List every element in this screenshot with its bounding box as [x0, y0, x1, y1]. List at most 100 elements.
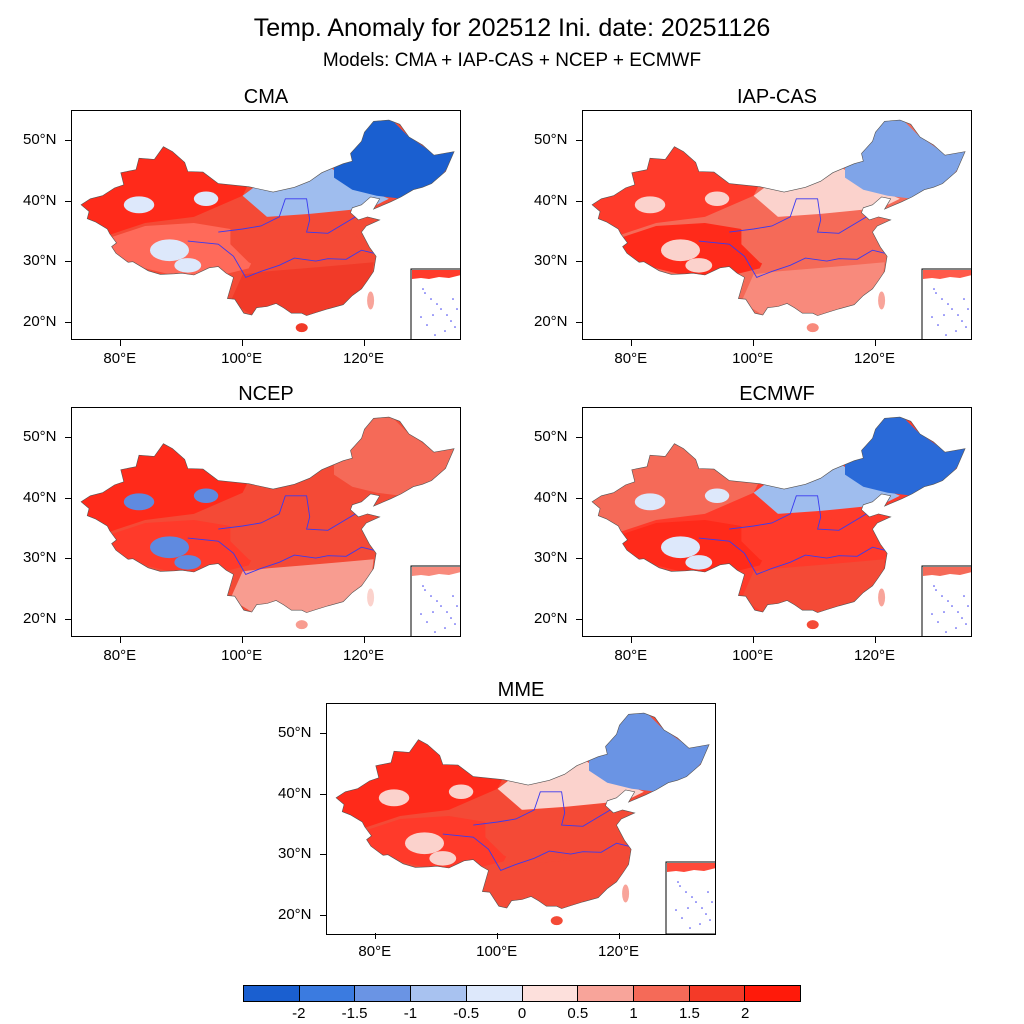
lat-tick — [576, 558, 582, 560]
inset-island — [945, 334, 947, 336]
lat-label: 20°N — [23, 609, 57, 627]
lon-tick — [241, 637, 243, 643]
lat-label: 30°N — [534, 252, 568, 270]
inset-island — [965, 623, 967, 625]
inset-coast — [412, 270, 460, 279]
lat-tick — [320, 914, 326, 916]
colorbar-swatch — [745, 986, 801, 1001]
lat-label: 50°N — [534, 131, 568, 149]
inset-island — [420, 613, 422, 615]
region-south — [741, 559, 885, 613]
anomaly-spot — [378, 789, 410, 807]
inset-island — [432, 611, 434, 613]
inset-island — [450, 617, 452, 619]
region-center — [485, 809, 626, 865]
anomaly-spot — [661, 536, 700, 559]
colorbar-label: 1 — [629, 1005, 638, 1022]
lon-label: 100°E — [732, 647, 774, 664]
lon-tick — [363, 637, 365, 643]
inset-island — [957, 314, 959, 316]
lon-label: 100°E — [221, 647, 263, 664]
anomaly-spot — [174, 258, 202, 273]
lat-label: 20°N — [534, 312, 568, 330]
lat-label: 30°N — [278, 845, 312, 863]
region-northeast — [334, 120, 455, 199]
inset-island — [937, 324, 939, 326]
hainan-island — [806, 620, 819, 630]
inset-island — [967, 605, 969, 607]
china-border — [80, 416, 455, 613]
region-west — [592, 438, 760, 533]
lon-label: 100°E — [732, 350, 774, 367]
lon-tick — [618, 933, 620, 939]
region-north — [242, 165, 389, 217]
inset-island — [711, 901, 713, 903]
inset-island — [422, 288, 424, 290]
colorbar — [243, 985, 801, 1002]
lon-tick — [874, 637, 876, 643]
inset-island — [677, 881, 679, 883]
region-south — [230, 262, 374, 316]
lon-label: 80°E — [358, 943, 392, 960]
inset-island — [679, 885, 681, 887]
inset-island — [444, 330, 446, 332]
yangtze-river — [187, 240, 374, 278]
south-china-sea-inset — [921, 565, 971, 636]
lon-tick — [874, 340, 876, 346]
lat-tick — [576, 437, 582, 439]
map-frame — [582, 407, 972, 637]
inset-coast — [412, 567, 460, 576]
china-border — [335, 712, 710, 909]
panel-iap-cas: IAP-CAS 50°N 40°N 30°N 20°N 80°E 100°E 120°E — [534, 86, 972, 367]
yellow-river — [473, 791, 611, 827]
anomaly-spot — [634, 196, 666, 214]
inset-island — [951, 605, 953, 607]
inset-island — [420, 316, 422, 318]
anomaly-spot — [685, 555, 713, 570]
lon-tick — [630, 340, 632, 346]
map-frame — [71, 407, 461, 637]
region-west — [81, 438, 249, 533]
lon-tick — [363, 340, 365, 346]
panel-title: CMA — [243, 86, 289, 108]
inset-island — [452, 298, 454, 300]
colorbar-label: -1.5 — [341, 1005, 368, 1022]
yangtze-river — [698, 537, 885, 575]
inset-island — [434, 631, 436, 633]
inset-island — [426, 621, 428, 623]
lon-tick — [119, 637, 121, 643]
region-north — [497, 758, 644, 810]
inset-island — [685, 891, 687, 893]
china-border — [80, 119, 455, 316]
inset-island — [422, 585, 424, 587]
lat-label: 40°N — [23, 191, 57, 209]
inset-island — [430, 595, 432, 597]
panel-title: NCEP — [238, 383, 294, 405]
taiwan-island — [622, 884, 630, 903]
inset-coast — [667, 863, 715, 872]
lon-label: 80°E — [103, 647, 137, 664]
inset-island — [955, 627, 957, 629]
region-northeast — [845, 417, 966, 496]
lat-tick — [65, 261, 71, 263]
lon-label: 120°E — [853, 647, 896, 664]
lat-tick — [576, 618, 582, 620]
lon-label: 120°E — [853, 350, 896, 367]
panel-cma: CMA 50°N 40°N 30°N 20°N 80°E 100°E 120°E — [23, 86, 461, 367]
lat-tick — [576, 200, 582, 202]
region-south — [230, 559, 374, 613]
lat-label: 30°N — [534, 549, 568, 567]
anomaly-spot — [429, 851, 457, 866]
inset-island — [943, 314, 945, 316]
lon-label: 80°E — [103, 350, 137, 367]
inset-island — [691, 896, 693, 898]
lon-tick — [374, 933, 376, 939]
south-china-sea-inset — [410, 268, 460, 339]
anomaly-spot — [123, 493, 155, 511]
colorbar-label: 1.5 — [678, 1005, 700, 1022]
map-svg — [335, 712, 715, 934]
inset-island — [689, 927, 691, 929]
inset-island — [432, 314, 434, 316]
lat-tick — [576, 321, 582, 323]
yellow-river — [729, 198, 867, 234]
